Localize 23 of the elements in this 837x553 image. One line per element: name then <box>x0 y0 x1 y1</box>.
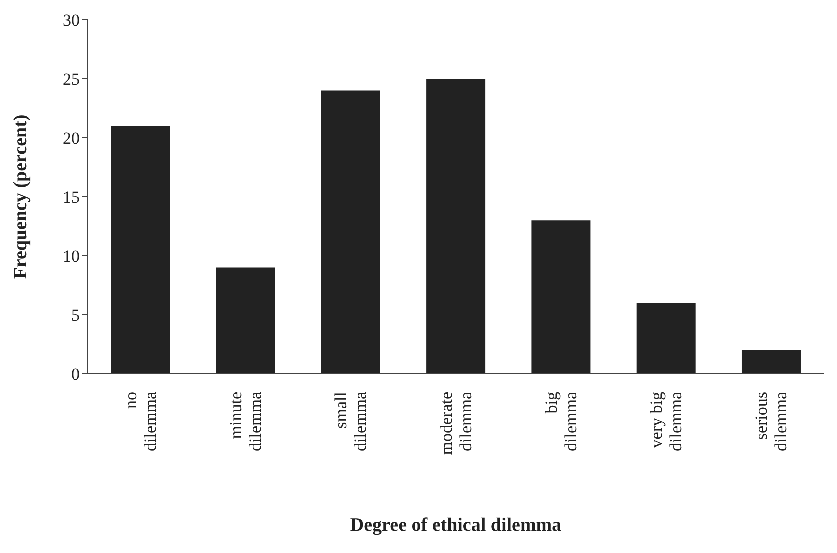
x-tick-label: small dilemma <box>332 392 370 452</box>
y-tick-label: 5 <box>72 306 80 326</box>
x-tick-label: very big dilemma <box>647 392 686 452</box>
x-tick-label: big dilemma <box>542 392 580 452</box>
y-tick-label: 20 <box>63 129 80 148</box>
y-tick-label: 25 <box>63 70 80 90</box>
bar <box>426 79 486 374</box>
x-tick-label: moderate dilemma <box>436 392 476 456</box>
bar <box>742 350 801 374</box>
bar <box>321 90 380 374</box>
x-tick-label: no dilemma <box>121 392 160 452</box>
y-axis-title: Frequency (percent) <box>10 114 32 280</box>
x-axis-title: Degree of ethical dilemma <box>350 515 562 536</box>
bar <box>636 303 696 374</box>
x-tick-label: minute dilemma <box>226 392 266 452</box>
x-tick-label: serious dilemma <box>752 392 791 452</box>
bar <box>216 268 276 374</box>
y-tick-label: 30 <box>63 11 80 30</box>
bar <box>111 126 170 374</box>
y-tick-label: 15 <box>63 188 80 208</box>
y-tick-label: 0 <box>72 365 80 384</box>
bar <box>532 220 591 374</box>
y-tick-label: 10 <box>63 247 80 266</box>
